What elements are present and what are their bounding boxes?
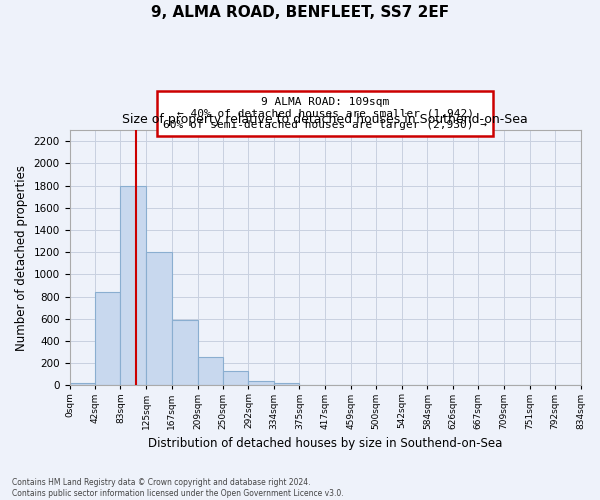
Bar [146,252,172,386]
Bar [197,357,223,386]
Bar [223,372,248,386]
Bar [274,382,299,386]
Text: Contains HM Land Registry data © Crown copyright and database right 2024.
Contai: Contains HM Land Registry data © Crown c… [12,478,344,498]
Y-axis label: Number of detached properties: Number of detached properties [15,164,28,350]
Bar [172,320,197,386]
Text: 9 ALMA ROAD: 109sqm
← 40% of detached houses are smaller (1,942)
60% of semi-det: 9 ALMA ROAD: 109sqm ← 40% of detached ho… [163,97,487,130]
Bar [121,186,146,386]
X-axis label: Distribution of detached houses by size in Southend-on-Sea: Distribution of detached houses by size … [148,437,502,450]
Bar [248,381,274,386]
Bar [95,292,121,386]
Title: Size of property relative to detached houses in Southend-on-Sea: Size of property relative to detached ho… [122,113,528,126]
Text: 9, ALMA ROAD, BENFLEET, SS7 2EF: 9, ALMA ROAD, BENFLEET, SS7 2EF [151,5,449,20]
Bar [70,382,95,386]
